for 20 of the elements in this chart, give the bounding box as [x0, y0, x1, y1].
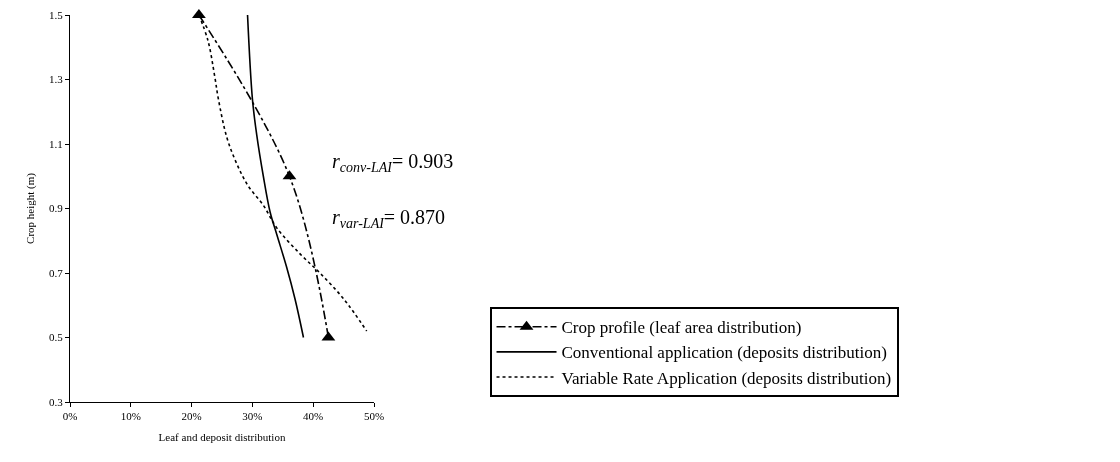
annotation: r$_{var-LAI}$= 0.870: [332, 206, 446, 232]
x-tick-label: 0%: [62, 410, 78, 423]
legend-label: Variable Rate Application (deposits distribution): [561, 368, 892, 388]
x-tick-label: 50%: [363, 410, 385, 423]
x-tick-label: 10%: [120, 410, 141, 423]
y-tick-label: 0.5: [49, 331, 64, 344]
legend-label: Crop profile (leaf area distribution): [561, 318, 802, 338]
annotation: r$_{conv-LAI}$= 0.903: [332, 150, 454, 176]
legend-label: Conventional application (deposits distribution): [561, 343, 887, 363]
y-tick-label: 0.3: [49, 395, 64, 408]
y-tick-label: 1.5: [49, 8, 64, 21]
x-tick-label: 30%: [242, 410, 263, 423]
y-tick-label: 1.1: [49, 137, 63, 150]
y-tick-label: 0.9: [49, 202, 64, 215]
x-axis-title: Leaf and deposit distribution: [158, 431, 286, 444]
y-tick-label: 1.3: [49, 73, 64, 86]
x-tick-label: 40%: [303, 410, 324, 423]
y-tick-label: 0.7: [49, 266, 64, 279]
y-axis-title: Crop height (m): [23, 172, 37, 244]
x-tick-label: 20%: [181, 410, 202, 423]
